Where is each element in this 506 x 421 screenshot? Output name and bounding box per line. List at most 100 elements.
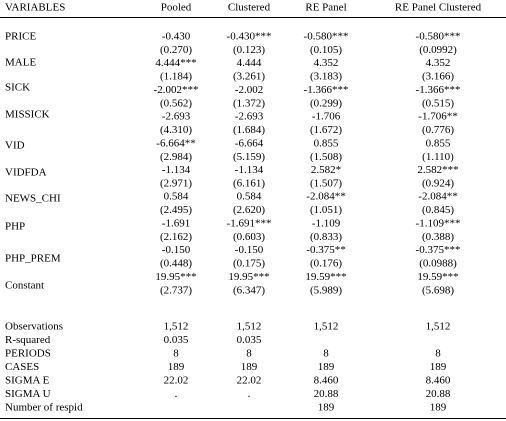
standard-error: (1.184) [160,71,192,83]
stat-value: 189 [318,361,335,373]
standard-error: (0.176) [310,258,342,270]
coefficient: -1.134 [235,164,264,176]
standard-error: (5.989) [310,284,342,296]
standard-error: (1.684) [233,124,265,136]
coefficient: -0.375*** [416,244,461,256]
stat-label: CASES [5,361,39,373]
standard-error: (3.183) [310,71,342,83]
standard-error: (1.110) [422,151,454,163]
coefficient: 0.855 [314,137,339,149]
stat-value: 0.035 [237,334,262,346]
coefficient: -2.693 [235,111,264,123]
standard-error: (1.507) [310,178,342,190]
coefficient: 4.352 [314,57,339,69]
coefficient: 19.95*** [155,271,196,283]
stat-value: 8 [246,348,252,360]
stat-value: 189 [241,361,258,373]
coefficient: -2.084** [306,191,345,203]
header-cell: VARIABLES [5,2,65,14]
standard-error: (0.388) [422,231,454,243]
coefficient: -1.366*** [416,84,461,96]
standard-error: (0.515) [422,97,454,109]
standard-error: (5.159) [233,151,265,163]
stat-value: 8 [173,348,179,360]
standard-error: (0.175) [233,258,265,270]
coefficient: -0.580*** [416,31,461,43]
header-cell: RE Panel [305,2,346,14]
stat-label: Number of respid [5,402,83,414]
stat-value: 1,512 [314,321,339,333]
variable-label: MISSICK [5,109,50,121]
stat-value: 20.88 [426,388,451,400]
standard-error: (0.299) [310,97,342,109]
variable-label: SICK [5,82,30,94]
coefficient: -2.002*** [154,84,199,96]
coefficient: -0.430*** [227,31,272,43]
variable-label: VID [5,140,25,152]
standard-error: (0.448) [160,258,192,270]
standard-error: (1.508) [310,151,342,163]
variable-label: Constant [5,280,44,292]
standard-error: (0.776) [422,124,454,136]
coefficient: 2.582* [311,164,341,176]
standard-error: (0.270) [160,44,192,56]
stat-value: 1,512 [237,321,262,333]
standard-error: (0.603) [233,231,265,243]
stat-value: . [248,388,251,400]
coefficient: -1.134 [162,164,191,176]
standard-error: (3.261) [233,71,265,83]
stat-value: 189 [318,402,335,414]
stat-value: 22.02 [164,375,189,387]
standard-error: (0.0988) [419,258,457,270]
standard-error: (3.166) [422,71,454,83]
standard-error: (2.495) [160,204,192,216]
coefficient: 19.59*** [305,271,346,283]
stat-value: 1,512 [164,321,189,333]
stat-value: 22.02 [237,375,262,387]
standard-error: (0.105) [310,44,342,56]
coefficient: -6.664 [235,137,264,149]
stat-value: 8.460 [426,375,451,387]
standard-error: (6.347) [233,284,265,296]
variable-label: PHP_PREM [5,253,61,265]
coefficient: -1.109 [312,217,341,229]
standard-error: (0.924) [422,178,454,190]
stat-label: SIGMA U [5,388,51,400]
standard-error: (0.0992) [419,44,457,56]
variable-label: PRICE [5,31,36,43]
coefficient: -0.375** [306,244,345,256]
coefficient: 0.584 [164,191,189,203]
standard-error: (0.845) [422,204,454,216]
coefficient: 0.584 [237,191,262,203]
coefficient: -1.691 [162,217,190,229]
stat-value: 189 [430,361,447,373]
standard-error: (1.051) [310,204,342,216]
stat-value: 20.88 [314,388,339,400]
standard-error: (2.737) [160,284,192,296]
coefficient: 2.582*** [417,164,458,176]
header-cell: Clustered [228,2,271,14]
stat-value: 189 [430,402,447,414]
coefficient: -2.002 [235,84,263,96]
standard-error: (2.620) [233,204,265,216]
stat-value: 8.460 [314,375,339,387]
variable-label: VIDFDA [5,167,47,179]
stat-value: 8 [323,348,329,360]
coefficient: 19.59*** [417,271,458,283]
coefficient: 4.444 [237,57,262,69]
coefficient: -0.150 [162,244,191,256]
variable-label: NEWS_CHI [5,193,61,205]
standard-error: (0.562) [160,97,192,109]
coefficient: -6.664** [156,137,195,149]
stat-label: Observations [5,321,63,333]
coefficient: 4.444*** [155,57,196,69]
stat-label: SIGMA E [5,375,50,387]
stat-value: 1,512 [426,321,451,333]
stat-value: 0.035 [164,334,189,346]
coefficient: -1.706 [312,111,341,123]
standard-error: (6.161) [233,178,265,190]
coefficient: -0.430 [162,31,191,43]
coefficient: -2.693 [162,111,191,123]
coefficient: -1.366*** [304,84,349,96]
standard-error: (0.123) [233,44,265,56]
